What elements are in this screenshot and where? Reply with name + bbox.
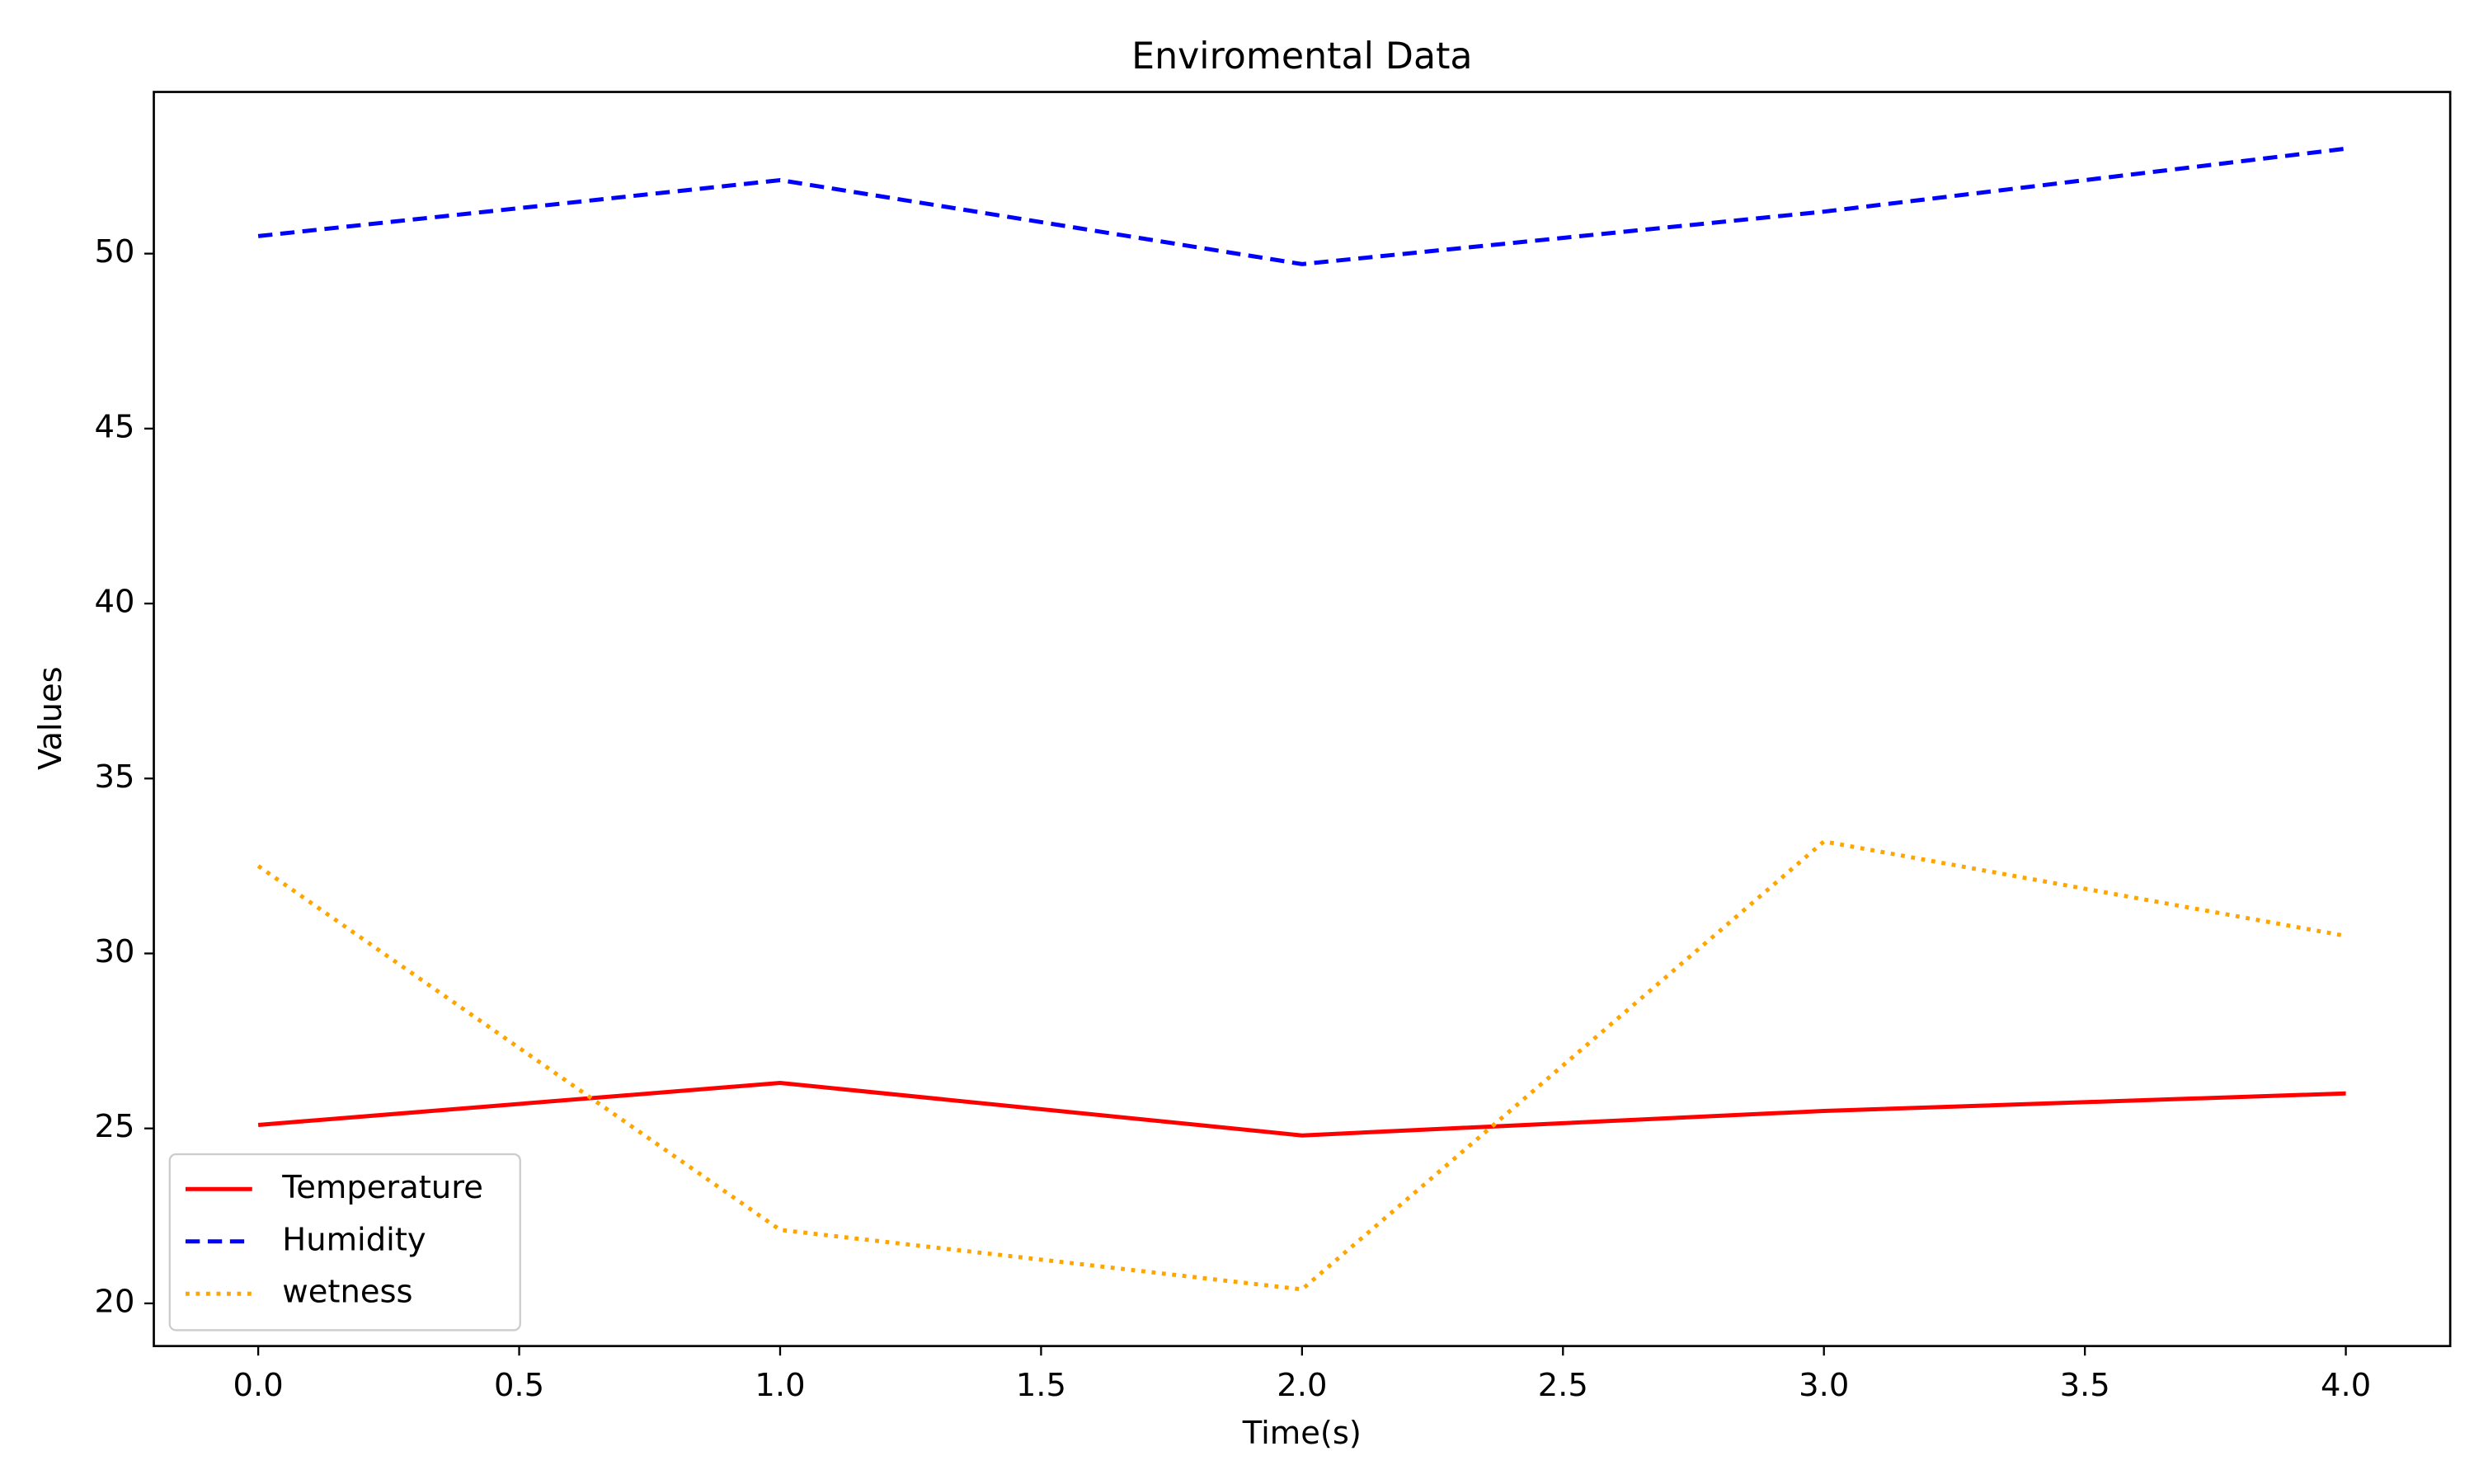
y-tick-label: 50 bbox=[95, 233, 135, 270]
y-tick-label: 30 bbox=[95, 933, 135, 970]
x-tick-label: 2.5 bbox=[1538, 1367, 1588, 1404]
legend-label: Humidity bbox=[282, 1221, 426, 1258]
y-tick-label: 25 bbox=[95, 1108, 135, 1145]
x-tick-label: 3.0 bbox=[1799, 1367, 1849, 1404]
x-tick-label: 4.0 bbox=[2321, 1367, 2371, 1404]
legend-box bbox=[168, 1153, 521, 1331]
x-axis-label: Time(s) bbox=[1242, 1415, 1362, 1452]
legend-label: Temperature bbox=[281, 1169, 483, 1206]
x-tick-label: 1.5 bbox=[1016, 1367, 1066, 1404]
x-tick-label: 1.0 bbox=[755, 1367, 805, 1404]
series-line bbox=[257, 1081, 2346, 1138]
series-line bbox=[257, 146, 2346, 266]
x-tick-label: 0.0 bbox=[233, 1367, 284, 1404]
x-tick-label: 3.5 bbox=[2060, 1367, 2110, 1404]
series-line bbox=[256, 838, 2347, 1292]
legend: Temperature Humidity wetness bbox=[168, 1153, 521, 1331]
x-tick-label: 0.5 bbox=[494, 1367, 544, 1404]
chart-title: Enviromental Data bbox=[1131, 35, 1472, 77]
y-tick-label: 35 bbox=[95, 758, 135, 796]
y-axis-label: Values bbox=[32, 666, 69, 770]
x-tick-label: 2.0 bbox=[1277, 1367, 1327, 1404]
legend-label: wetness bbox=[282, 1274, 412, 1311]
plot-frame bbox=[153, 91, 2452, 1348]
y-tick-label: 45 bbox=[95, 408, 135, 445]
y-tick-label: 40 bbox=[95, 584, 135, 621]
y-tick-label: 20 bbox=[95, 1283, 135, 1320]
